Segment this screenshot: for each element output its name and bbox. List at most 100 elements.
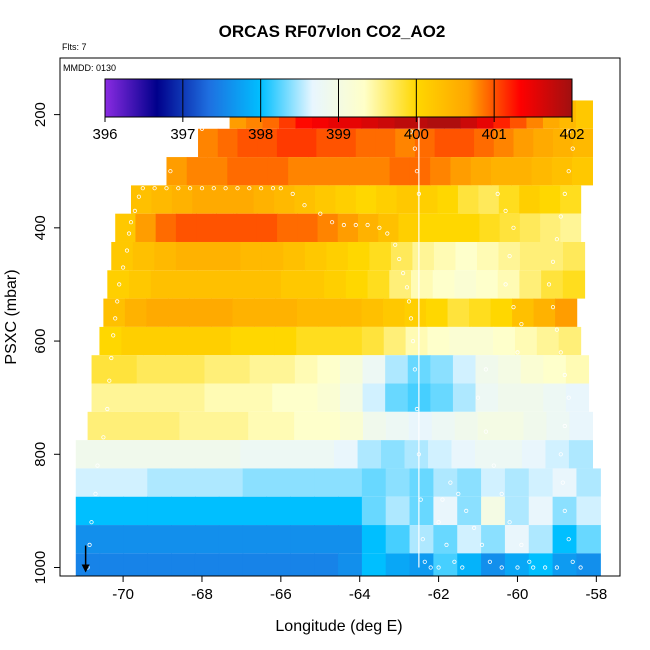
track-point	[87, 542, 92, 548]
heatmap-cell	[528, 496, 554, 526]
heatmap-cell	[197, 241, 220, 271]
track-point	[152, 186, 157, 191]
track-point	[132, 208, 137, 213]
heatmap-cell	[498, 185, 520, 214]
heatmap-cell	[575, 100, 593, 129]
heatmap-cell	[519, 213, 541, 242]
heatmap-cell	[540, 213, 561, 242]
marker-arrowhead	[81, 564, 90, 573]
heatmap-cell	[215, 270, 239, 299]
heatmap-cell	[249, 355, 273, 384]
heatmap-cell	[207, 157, 228, 186]
y-tick-label: 600	[32, 329, 49, 354]
heatmap-cell	[240, 241, 263, 271]
heatmap-cell	[469, 298, 492, 327]
heatmap-cell	[385, 496, 411, 526]
heatmap-cell	[476, 270, 499, 299]
heatmap-cell	[457, 468, 482, 497]
heatmap-cell	[543, 355, 567, 384]
heatmap-cell	[75, 553, 101, 576]
heatmap-cell	[136, 355, 160, 384]
track-point	[199, 126, 205, 131]
heatmap-cell	[169, 440, 194, 469]
heatmap-cell	[433, 496, 458, 526]
heatmap-cell	[218, 496, 244, 526]
track-point	[483, 429, 488, 434]
heatmap-cell	[165, 326, 188, 356]
flight-track	[85, 101, 583, 570]
heatmap-cell	[478, 185, 500, 214]
heatmap-cell	[318, 298, 341, 327]
heatmap-cell	[398, 213, 420, 242]
track-point	[562, 508, 567, 513]
heatmap-cell	[450, 157, 472, 186]
heatmap-cell	[212, 185, 234, 214]
heatmap-cell	[87, 411, 112, 441]
heatmap-cell	[317, 383, 341, 412]
heatmap-cell	[531, 157, 553, 186]
heatmap-cell	[528, 468, 554, 497]
heatmap-cell	[498, 355, 522, 384]
heatmap-cell	[404, 440, 429, 469]
heatmap-cell	[449, 326, 472, 356]
heatmap-cell	[236, 213, 258, 242]
track-point	[422, 559, 427, 564]
heatmap-cell	[272, 355, 296, 384]
track-point	[121, 265, 126, 270]
heatmap-cell	[288, 157, 310, 186]
heatmap-cell	[290, 496, 315, 526]
track-point	[105, 406, 110, 412]
heatmap-cell	[447, 298, 470, 327]
heatmap-cell	[385, 411, 410, 441]
heatmap-cell	[497, 270, 521, 299]
x-tick-label: -64	[349, 586, 371, 603]
heatmap-cell	[192, 185, 214, 214]
heatmap-cell	[369, 157, 391, 186]
x-tick-label: -66	[270, 586, 292, 603]
heatmap-cell	[430, 157, 452, 186]
heatmap	[75, 100, 601, 576]
heatmap-cell	[513, 128, 534, 158]
heatmap-cell	[555, 298, 578, 327]
heatmap-cell	[340, 298, 363, 327]
heatmap-cell	[326, 241, 349, 271]
heatmap-cell	[563, 241, 586, 271]
heatmap-cell	[454, 270, 477, 299]
heatmap-cell	[568, 440, 593, 469]
heatmap-cell	[576, 553, 601, 576]
heatmap-cell	[375, 128, 396, 158]
track-point	[503, 282, 508, 287]
heatmap-cell	[232, 298, 255, 327]
heatmap-cell	[481, 525, 506, 554]
heatmap-cell	[277, 213, 298, 242]
y-tick-label: 400	[32, 215, 49, 240]
heatmap-cell	[99, 326, 122, 356]
heatmap-cell	[520, 383, 544, 412]
heatmap-cell	[259, 270, 282, 299]
track-point	[464, 508, 469, 513]
heatmap-cell	[361, 468, 387, 497]
track-point	[111, 333, 116, 338]
heatmap-cell	[414, 128, 436, 158]
track-point	[404, 285, 410, 290]
heatmap-cell	[338, 553, 363, 576]
heatmap-cell	[114, 383, 138, 412]
track-point	[223, 186, 228, 191]
heatmap-cell	[455, 241, 478, 271]
heatmap-cell	[500, 411, 525, 441]
track-point	[440, 497, 445, 502]
track-point	[562, 191, 567, 196]
heatmap-cell	[572, 157, 593, 186]
y-axis: 200 400 600 800 1000	[32, 102, 60, 584]
heatmap-cell	[196, 213, 217, 242]
heatmap-cell	[477, 411, 502, 441]
track-point	[491, 463, 496, 468]
heatmap-cell	[129, 270, 152, 299]
heatmap-cell	[378, 213, 400, 242]
heatmap-cell	[565, 383, 590, 412]
track-point	[511, 225, 516, 230]
track-point	[507, 520, 512, 525]
heatmap-cell	[266, 525, 291, 554]
track-point	[329, 220, 335, 225]
heatmap-cell	[99, 440, 124, 469]
